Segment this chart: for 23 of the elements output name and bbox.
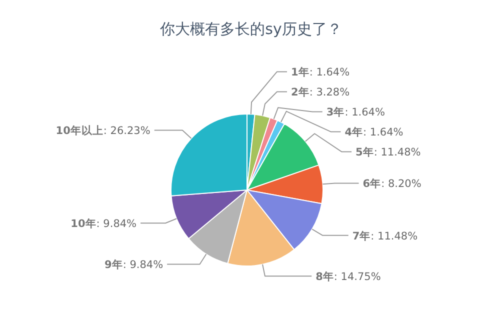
data-label: : 11.48% — [374, 146, 421, 159]
slice-label: 4年 — [344, 126, 364, 139]
data-label: : 3.28% — [309, 86, 350, 99]
data-label: : 1.64% — [309, 66, 350, 79]
slice-label: 10年以上 — [56, 124, 104, 138]
data-label: : 14.75% — [334, 271, 381, 284]
data-label: : 26.23% — [103, 125, 150, 138]
data-label: : 11.48% — [370, 230, 418, 242]
slice-label: 8年 — [316, 270, 334, 284]
data-label: : 1.64% — [363, 126, 404, 139]
data-label: : 8.20% — [381, 178, 422, 190]
data-label: : 9.84% — [122, 259, 164, 272]
slice-label: 2年 — [291, 86, 310, 99]
slice-label: 5年 — [356, 146, 374, 159]
data-label: : 9.84% — [96, 218, 137, 230]
slice-label: 9年 — [104, 258, 123, 272]
chart-title: 你大概有多长的sy历史了？ — [159, 20, 342, 38]
data-label: : 1.64% — [344, 106, 385, 119]
slice-label: 6年 — [362, 177, 382, 190]
slice-label: 10年 — [70, 217, 96, 230]
slice-label: 7年 — [352, 229, 371, 242]
slice-label: 1年 — [291, 66, 310, 79]
slice-label: 3年 — [326, 106, 345, 119]
